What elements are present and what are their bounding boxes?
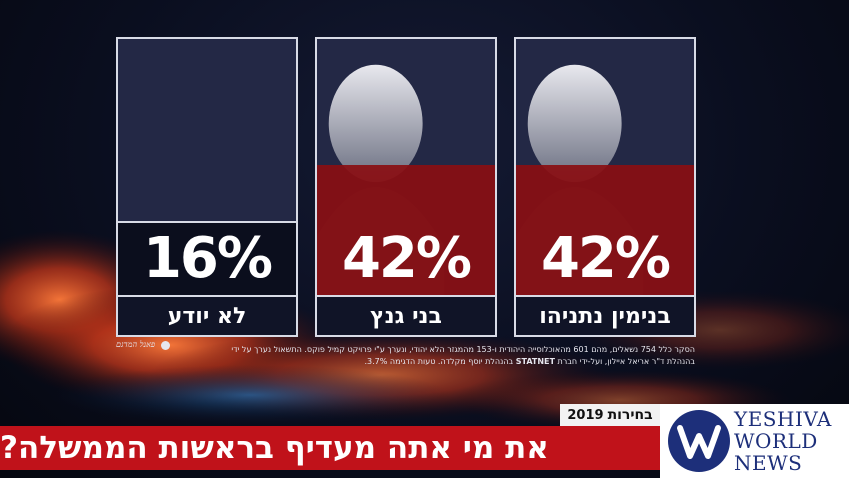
bar-fill-2 — [317, 165, 495, 295]
footnote-line-2a: בהנהלת ד"ר אריאל איילון, ועל-ידי חברת — [557, 357, 695, 366]
election-tag-year: 2019 — [567, 407, 604, 423]
ywn-logo: YESHIVA WORLD NEWS — [660, 404, 849, 478]
candidate-name-2: בני גנץ — [317, 295, 495, 335]
candidate-card-2: 42% בני גנץ — [315, 37, 497, 337]
panel-brand-icon — [160, 340, 170, 350]
bar-fill-3 — [118, 221, 296, 295]
value-label-3: 16% — [142, 225, 273, 291]
ywn-w-icon — [677, 425, 721, 459]
ywn-logo-mark — [668, 410, 730, 472]
statnet-mark: STATNET — [515, 357, 555, 366]
candidate-card-3: 16% לא יודע — [116, 37, 298, 337]
value-label-1: 42% — [540, 225, 671, 291]
panel-brand: פאנל המדגם — [116, 340, 170, 350]
footnote-line-1: הסקר כלל 754 נשאלים, מהם 601 מהאוכלוסייה… — [231, 345, 695, 354]
candidate-name-3: לא יודע — [118, 295, 296, 335]
ywn-logo-line-2: WORLD — [734, 429, 818, 453]
headline-text: את מי אתה מעדיף בראשות הממשלה? — [0, 430, 549, 466]
election-tag: בחירות 2019 — [560, 404, 660, 426]
ywn-logo-line-1: YESHIVA — [734, 407, 832, 431]
candidate-name-1: בנימין נתניהו — [516, 295, 694, 335]
footnote-line-2b: בהנהלת יוסף מקלדה. טעות הדגימה 3.7%. — [364, 357, 514, 366]
value-label-2: 42% — [341, 225, 472, 291]
bar-fill-1 — [516, 165, 694, 295]
headline-bar: את מי אתה מעדיף בראשות הממשלה? — [0, 426, 660, 470]
footnote-line-2: בהנהלת ד"ר אריאל איילון, ועל-ידי חברת ST… — [115, 356, 695, 368]
panel-brand-text: פאנל המדגם — [116, 340, 156, 349]
ywn-logo-line-3: NEWS — [734, 451, 803, 475]
survey-footnote: הסקר כלל 754 נשאלים, מהם 601 מהאוכלוסייה… — [115, 344, 695, 368]
candidate-card-1: 42% בנימין נתניהו — [514, 37, 696, 337]
ywn-logo-text: YESHIVA WORLD NEWS — [734, 408, 832, 474]
election-tag-label: בחירות — [607, 407, 653, 423]
